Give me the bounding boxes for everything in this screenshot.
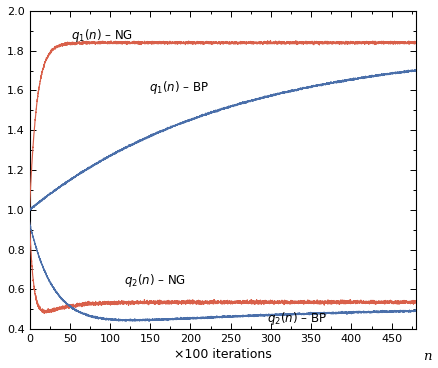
Text: $q_1(n)$ – NG: $q_1(n)$ – NG [71,27,133,44]
Text: $q_2(n)$ – NG: $q_2(n)$ – NG [124,272,187,289]
Text: n: n [424,350,432,362]
Text: $q_2(n)$ – BP: $q_2(n)$ – BP [267,310,327,327]
X-axis label: ×100 iterations: ×100 iterations [174,348,272,361]
Text: $q_1(n)$ – BP: $q_1(n)$ – BP [148,79,208,96]
